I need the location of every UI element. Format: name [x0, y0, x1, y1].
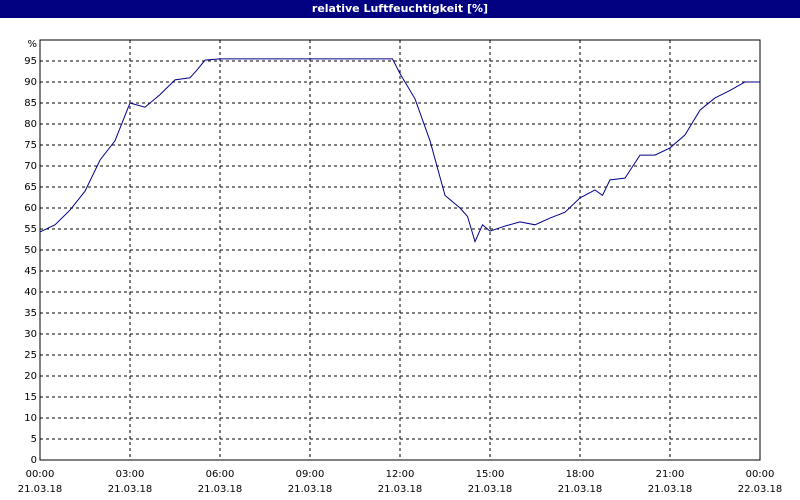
y-tick-label: 80 — [24, 119, 37, 130]
x-tick-label: 12:00 — [386, 469, 415, 480]
x-tick-label: 09:00 — [296, 469, 325, 480]
x-tick-date: 21.03.18 — [288, 484, 333, 495]
y-tick-label: 30 — [24, 329, 37, 340]
y-tick-label: 70 — [24, 161, 37, 172]
y-tick-label: 95 — [24, 56, 37, 67]
y-tick-label: 5 — [31, 434, 37, 445]
x-tick-date: 21.03.18 — [468, 484, 513, 495]
y-tick-label: 10 — [24, 413, 37, 424]
y-tick-label: 75 — [24, 140, 37, 151]
y-tick-label: 0 — [31, 455, 37, 466]
x-tick-label: 15:00 — [476, 469, 505, 480]
x-tick-label: 03:00 — [116, 469, 145, 480]
y-axis-label: % — [27, 39, 37, 50]
x-tick-label: 21:00 — [656, 469, 685, 480]
y-tick-label: 90 — [24, 77, 37, 88]
y-tick-label: 15 — [24, 392, 37, 403]
x-tick-date: 21.03.18 — [378, 484, 423, 495]
y-tick-label: 50 — [24, 245, 37, 256]
title-bar — [0, 0, 800, 18]
y-tick-label: 85 — [24, 98, 37, 109]
x-tick-label: 00:00 — [26, 469, 55, 480]
plot-border — [39, 39, 761, 461]
y-tick-label: 20 — [24, 371, 37, 382]
x-tick-label: 00:00 — [746, 469, 775, 480]
x-tick-date: 21.03.18 — [18, 484, 63, 495]
x-tick-date: 21.03.18 — [108, 484, 153, 495]
y-tick-label: 40 — [24, 287, 37, 298]
x-tick-date: 21.03.18 — [648, 484, 693, 495]
x-tick-label: 06:00 — [206, 469, 235, 480]
y-tick-label: 25 — [24, 350, 37, 361]
x-tick-date: 22.03.18 — [738, 484, 783, 495]
y-tick-label: 55 — [24, 224, 37, 235]
x-tick-date: 21.03.18 — [198, 484, 243, 495]
y-tick-label: 35 — [24, 308, 37, 319]
y-tick-label: 65 — [24, 182, 37, 193]
y-tick-label: 60 — [24, 203, 37, 214]
x-tick-label: 18:00 — [566, 469, 595, 480]
x-tick-date: 21.03.18 — [558, 484, 603, 495]
y-tick-label: 45 — [24, 266, 37, 277]
chart-title: relative Luftfeuchtigkeit [%] — [312, 2, 488, 15]
data-line — [39, 58, 760, 244]
